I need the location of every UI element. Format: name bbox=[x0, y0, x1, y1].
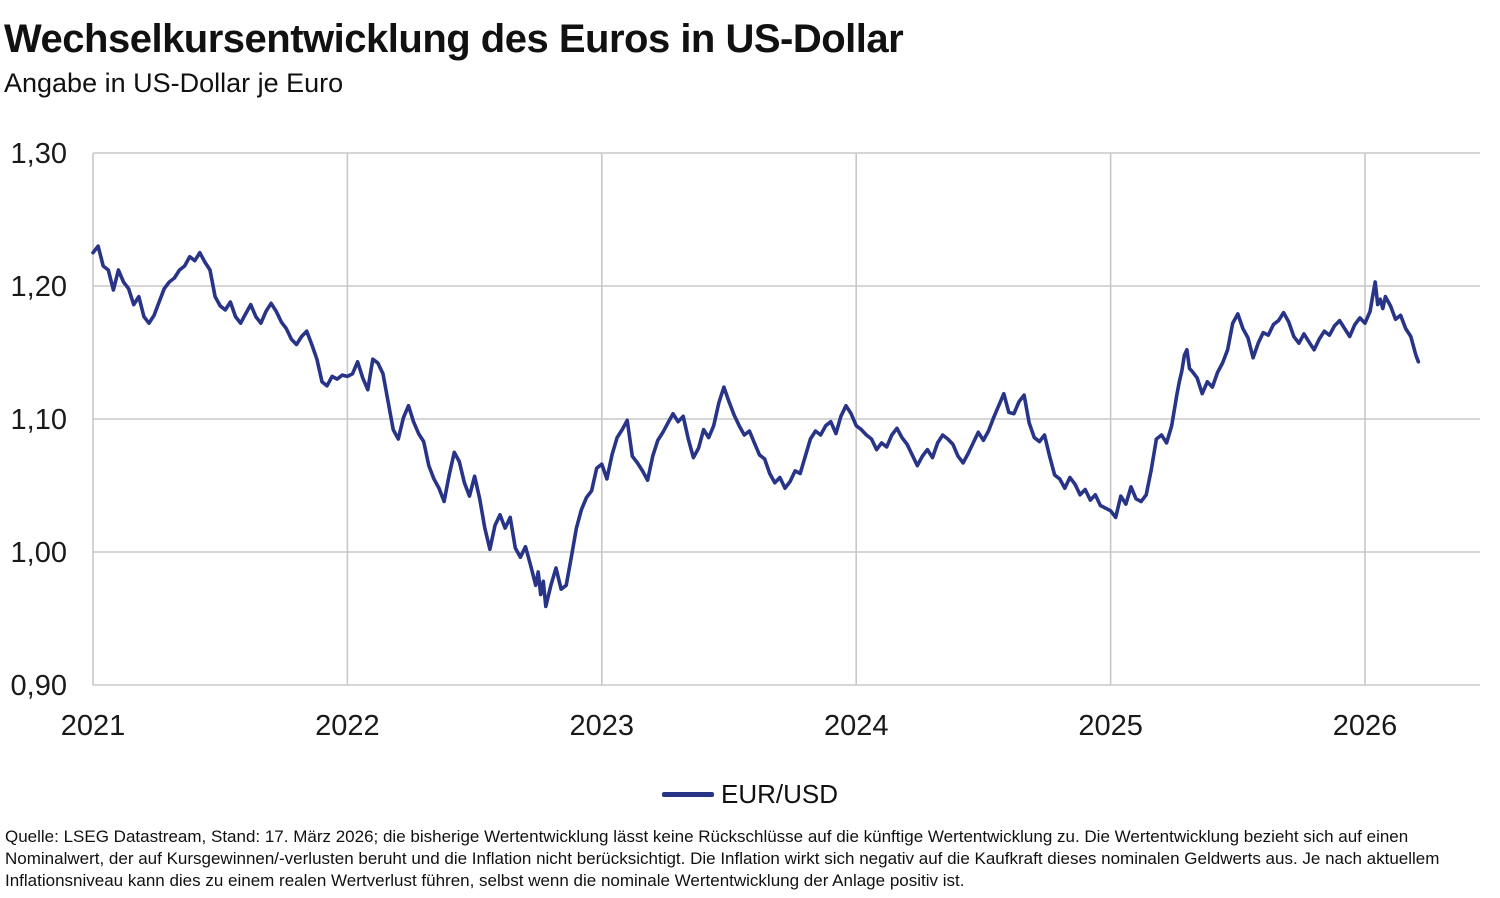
page-title: Wechselkursentwicklung des Euros in US-D… bbox=[4, 17, 904, 61]
eur-usd-line-series bbox=[91, 244, 1421, 609]
x-axis-tick-label: 2025 bbox=[1078, 710, 1143, 742]
x-axis-tick-label: 2021 bbox=[61, 710, 126, 742]
chart-header: Wechselkursentwicklung des Euros in US-D… bbox=[4, 16, 1494, 99]
y-axis-tick-label: 0,90 bbox=[11, 670, 67, 702]
y-axis-tick-label: 1,20 bbox=[11, 271, 67, 303]
legend-line-swatch bbox=[661, 791, 714, 797]
page-subtitle: Angabe in US-Dollar je Euro bbox=[4, 68, 344, 98]
x-axis-tick-label: 2024 bbox=[824, 710, 889, 742]
legend-label: EUR/USD bbox=[720, 778, 838, 809]
y-axis-tick-label: 1,00 bbox=[11, 537, 67, 569]
source-disclaimer-text: Quelle: LSEG Datastream, Stand: 17. März… bbox=[5, 827, 1440, 890]
exchange-rate-line-chart: 0,90 1,00 1,10 1,20 1,30 2021 2022 2023 2024 2025… bbox=[11, 138, 1480, 742]
y-axis-tick-label: 1,30 bbox=[11, 138, 67, 170]
y-axis-tick-label: 1,10 bbox=[11, 404, 67, 436]
x-axis-tick-label: 2022 bbox=[315, 710, 380, 742]
x-axis-tick-label: 2023 bbox=[570, 710, 635, 742]
chart-legend: EUR/USD bbox=[0, 778, 1500, 810]
x-axis-tick-label: 2026 bbox=[1333, 710, 1398, 742]
